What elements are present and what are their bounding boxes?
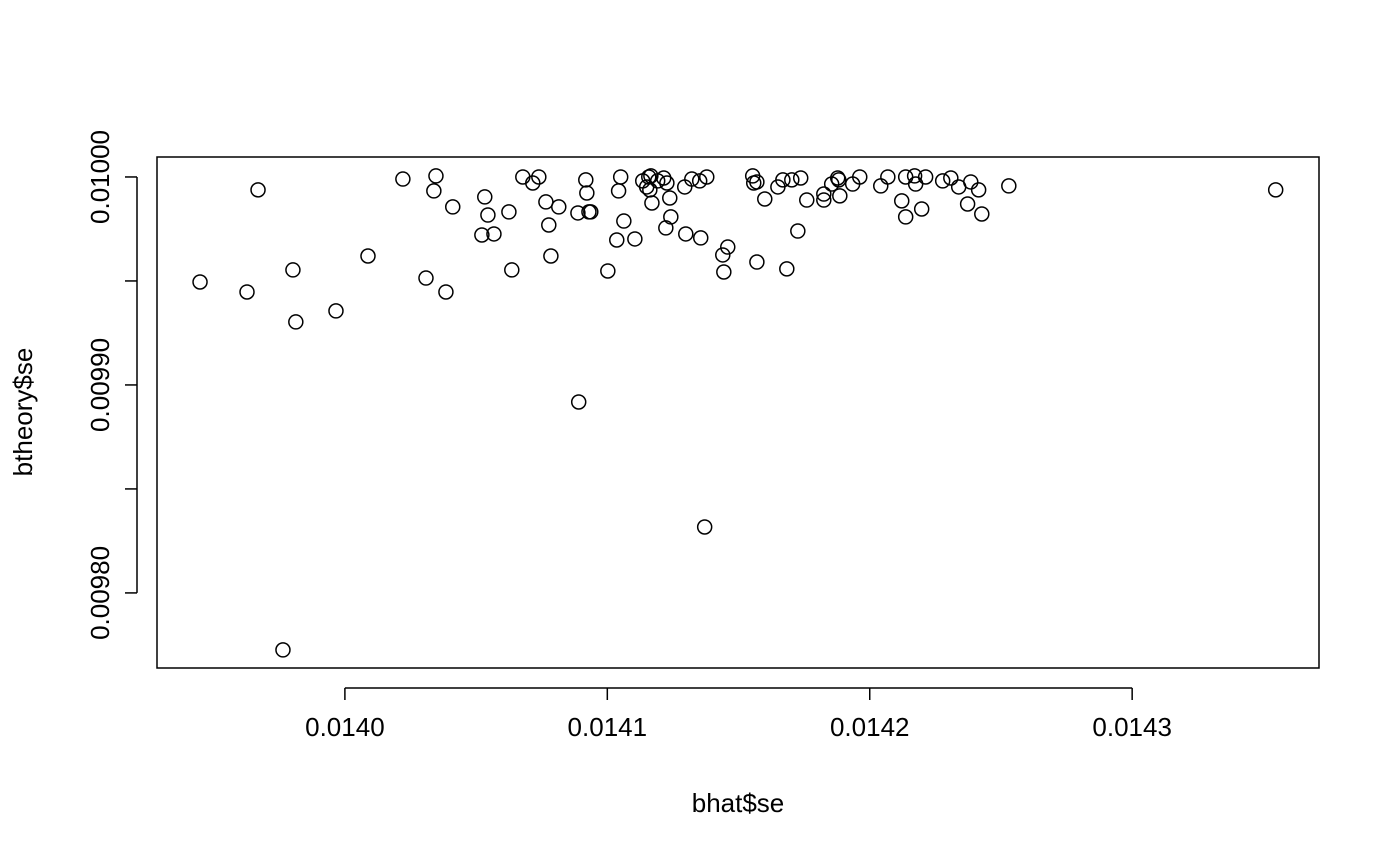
point (959, 196, 976, 212)
point (792, 170, 809, 186)
point (480, 207, 496, 223)
y-tick-label: 0.00980 (85, 546, 115, 640)
point (784, 172, 800, 188)
point (609, 232, 625, 248)
point (684, 171, 700, 187)
point (616, 213, 632, 229)
point (578, 172, 594, 188)
point (659, 175, 675, 191)
point (897, 209, 914, 225)
point (880, 169, 896, 185)
point (504, 262, 520, 278)
point (328, 303, 344, 319)
point (570, 205, 586, 221)
point (829, 170, 846, 186)
point (288, 314, 304, 330)
point (832, 188, 848, 204)
point (428, 168, 444, 184)
y-tick-label: 0.00990 (85, 338, 115, 432)
point (444, 199, 461, 215)
point (963, 174, 979, 190)
point (974, 206, 990, 222)
point (239, 284, 255, 300)
point (716, 264, 732, 280)
point (531, 169, 547, 185)
plot-box (156, 156, 1320, 669)
point (474, 227, 490, 243)
point (644, 195, 660, 211)
point (970, 182, 987, 198)
x-tick-label: 0.0141 (568, 712, 648, 742)
point (583, 204, 599, 220)
point (501, 204, 517, 220)
point (662, 190, 678, 206)
x-axis-label: bhat$se (692, 788, 785, 818)
point (831, 172, 847, 188)
point (852, 169, 868, 185)
point (715, 247, 731, 263)
point (610, 183, 627, 199)
point (570, 394, 587, 410)
point (579, 185, 595, 201)
point (906, 168, 923, 184)
point (551, 199, 567, 215)
point (538, 194, 554, 210)
x-tick-label: 0.0142 (830, 712, 910, 742)
point (775, 172, 791, 188)
point (600, 263, 616, 279)
x-tick-label: 0.0140 (305, 712, 385, 742)
point (515, 169, 531, 185)
point (285, 262, 301, 278)
point (692, 230, 709, 246)
point (917, 169, 934, 185)
point (486, 226, 502, 242)
point (907, 176, 924, 192)
point (627, 231, 643, 247)
point (749, 254, 765, 270)
point (894, 193, 910, 209)
y-tick-label: 0.01000 (85, 130, 115, 224)
point (642, 182, 658, 198)
point (395, 171, 411, 187)
point (913, 201, 930, 217)
point (790, 223, 806, 239)
point (779, 261, 795, 277)
point (275, 642, 291, 658)
point (438, 284, 454, 300)
point (678, 226, 694, 242)
point (663, 209, 679, 225)
point (418, 270, 434, 286)
point (696, 519, 713, 535)
x-tick-label: 0.0143 (1092, 712, 1172, 742)
point (699, 169, 715, 185)
point (426, 183, 442, 199)
point (757, 191, 773, 207)
point (1001, 178, 1017, 194)
point (816, 192, 832, 208)
point (873, 178, 889, 194)
point (543, 248, 559, 264)
point (720, 239, 736, 255)
point (360, 248, 376, 264)
point (1267, 182, 1284, 198)
point (816, 186, 832, 202)
point (541, 217, 557, 233)
y-axis-label: btheory$se (8, 348, 38, 477)
point (612, 169, 629, 185)
point (192, 274, 208, 290)
point (799, 192, 815, 208)
point (525, 175, 541, 191)
point (477, 189, 493, 205)
point (943, 170, 959, 186)
point (749, 174, 765, 190)
point (934, 173, 951, 189)
point (658, 220, 674, 236)
point (250, 182, 266, 198)
